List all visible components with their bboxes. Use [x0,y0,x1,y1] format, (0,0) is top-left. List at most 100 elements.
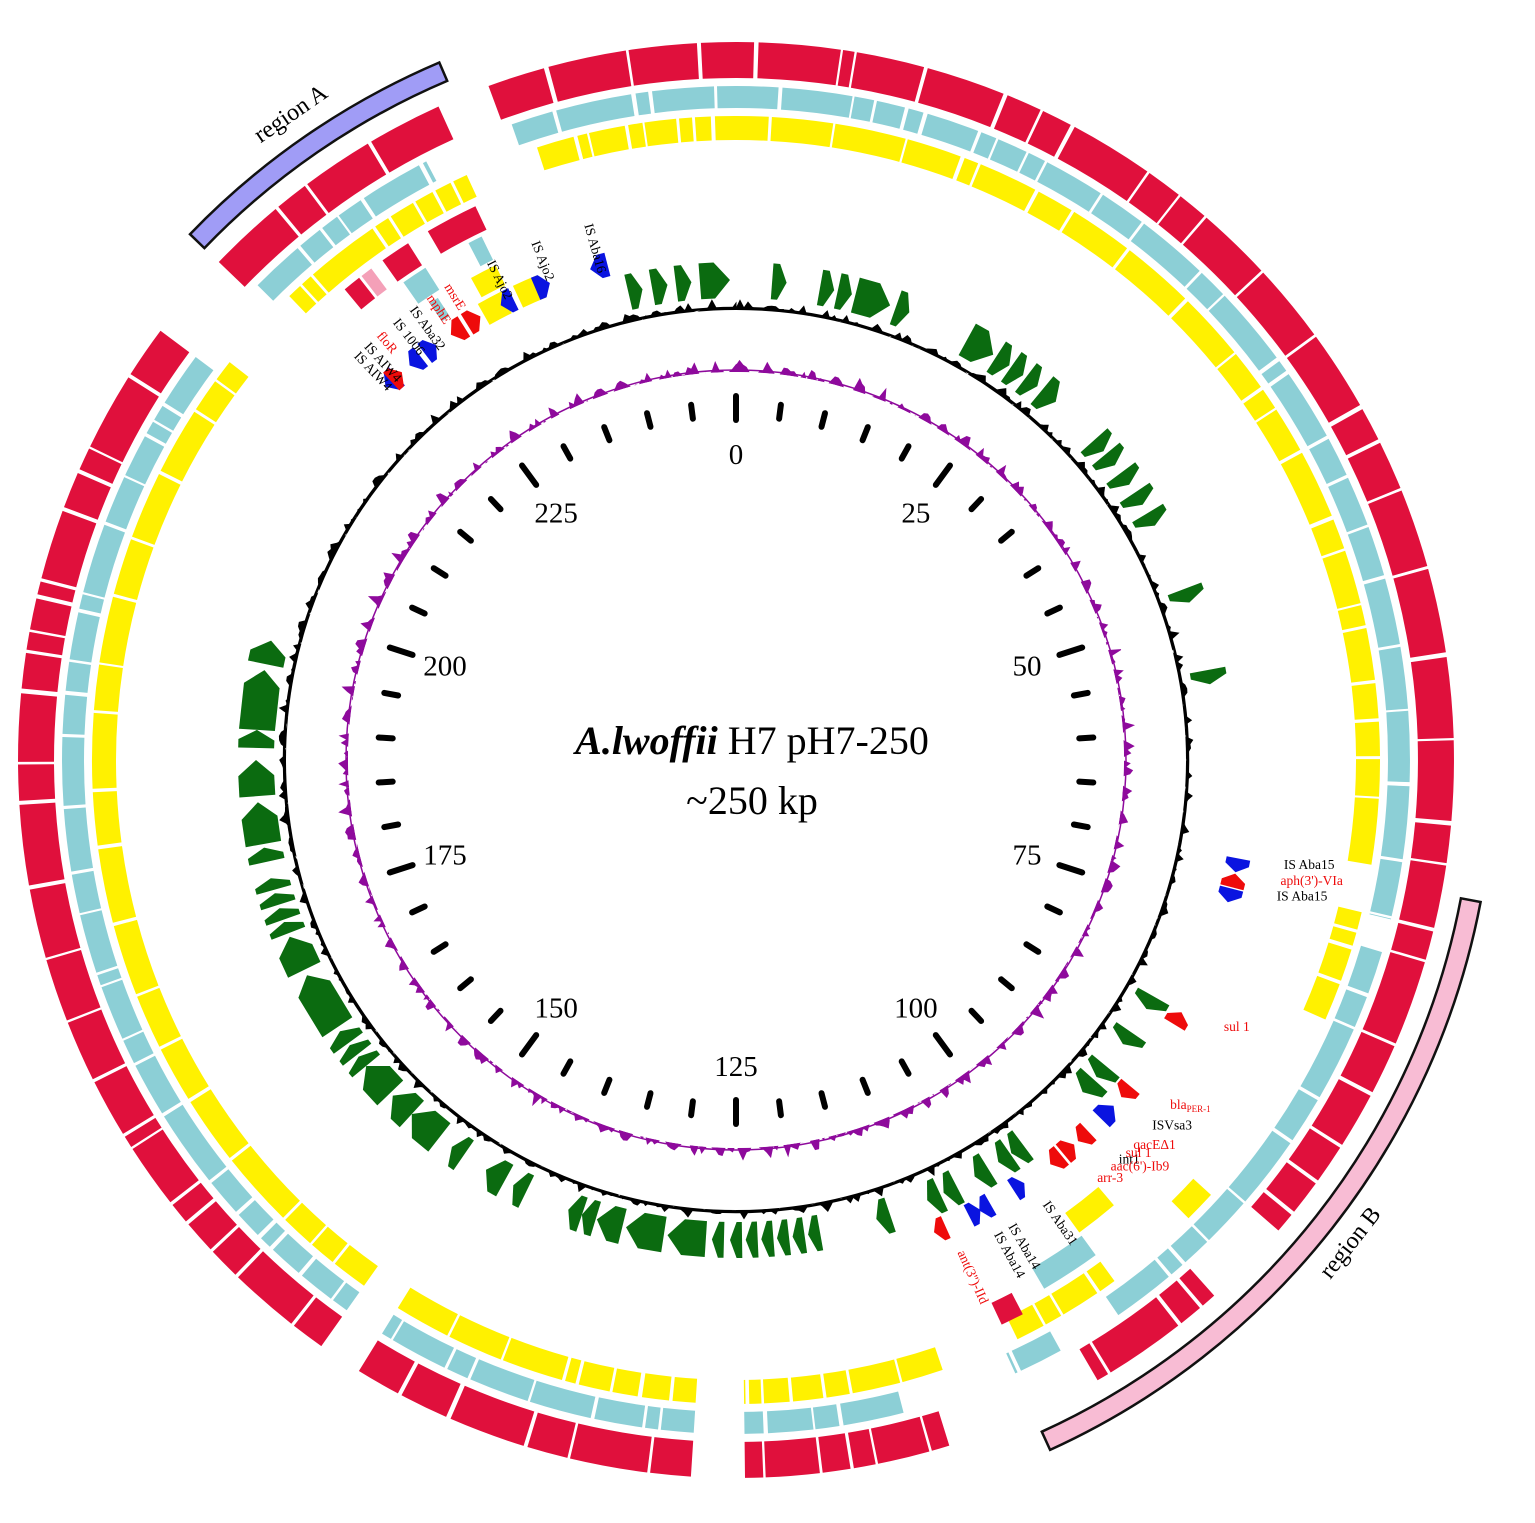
ring-block-inner [99,596,137,666]
ring-block-outer [922,1411,950,1451]
ring-block-inner [1171,301,1235,368]
gene-forward [411,1110,451,1152]
ring-block-middle [1091,194,1142,240]
ring-fragment [468,236,493,267]
ring-block-middle [1380,785,1410,860]
resistance-gene-arrow [934,1216,951,1241]
ring-block-middle [83,524,125,598]
ring-block-inner [896,1347,943,1383]
gene-forward [581,1200,601,1237]
ring-block-inner [1171,1178,1211,1219]
gene-forward [761,1220,775,1257]
ring-block-middle [470,1359,535,1401]
ring-block-outer [570,1423,652,1473]
ring-block-inner [1086,1261,1115,1292]
ring-block-middle [645,1406,661,1430]
ring-block-outer [79,448,122,484]
ring-block-outer [818,1433,851,1473]
ring-block-middle [71,870,102,914]
ring-block-inner [302,276,327,302]
ring-block-inner [1355,759,1381,797]
ring-block-middle [1170,1226,1208,1263]
gene-forward [238,729,275,749]
ring-block-inner [578,1361,615,1392]
annotation-label: arr-3 [1097,1170,1123,1185]
ring-block-outer [1347,442,1401,502]
kb-tick [409,903,428,916]
insertion-sequence-arrow [408,347,429,370]
ring-block-middle [594,1397,646,1428]
kb-tick [818,410,828,430]
ring-block-inner [289,286,317,314]
ring-block-inner [1337,605,1366,631]
kb-tick [859,1076,871,1096]
ring-block-outer [401,1363,461,1417]
gene-forward [596,1206,627,1244]
ring-block-outer [1393,568,1446,658]
gene-forward [730,1222,743,1258]
ring-block-outer [26,631,65,656]
ring-block-middle [301,1258,345,1299]
insertion-sequence-arrow [417,340,437,363]
ring-fragment [344,277,376,310]
kb-tick [1044,903,1063,916]
ring-block-outer [1251,1192,1292,1231]
ring-block-outer [307,143,387,213]
ring-block-outer [41,510,97,588]
ring-block-inner [312,228,386,293]
ring-block-outer [548,50,632,102]
ring-block-inner [679,117,694,143]
ring-block-outer [650,1437,694,1477]
center-title-size: ~250 kp [686,778,818,823]
gene-forward [238,760,276,798]
ring-block-inner [823,1370,850,1398]
gene-forward [958,323,994,362]
ring-block-outer [1079,1343,1109,1381]
ring-block-inner [160,411,215,482]
ring-block-inner [1329,926,1357,946]
gene-forward [808,1214,824,1252]
gene-forward [667,1219,707,1257]
gene-forward [269,921,306,940]
gene-forward [568,1195,588,1232]
gene-forward [1000,352,1028,386]
ring-block-outer [1340,1031,1395,1093]
kb-tick [898,1058,912,1077]
resistance-gene-arrow [1075,1122,1097,1145]
ring-block-outer [1128,173,1179,224]
ring-block-outer [1415,740,1454,821]
gene-forward [298,975,353,1038]
insertion-sequence-arrow [530,275,550,300]
annotation-label: ant(3'')-IId [955,1248,992,1307]
ring-block-outer [1331,409,1379,456]
kb-tick [1023,941,1042,955]
ring-block-inner [1351,683,1379,720]
ring-block-inner [312,1226,348,1262]
ring-block-middle [211,1169,253,1212]
ring-block-middle [65,661,91,693]
ring-block-middle [272,1233,313,1273]
ring-block-inner [216,362,249,394]
ring-block-middle [511,111,559,146]
gene-forward [362,1066,404,1106]
ring-block-middle [1186,272,1224,310]
gene-forward [792,1217,808,1254]
kb-tick [381,689,402,699]
ring-block-inner [160,1038,209,1099]
ring-fragment [361,268,387,297]
insertion-sequence-arrow [1218,885,1244,903]
kb-tick [381,821,402,831]
ring-block-middle [1386,710,1410,783]
gene-forward [390,1092,424,1128]
ring-block-middle [1378,646,1408,711]
ring-block-middle [447,1349,477,1379]
ring-block-middle [300,229,334,263]
ring-block-inner [285,1202,326,1244]
ring-block-middle [1011,1331,1061,1371]
ring-block-outer [918,68,1004,128]
ring-block-middle [63,807,93,872]
ring-block-middle [903,108,924,134]
ring-block-outer [1391,922,1434,960]
ring-block-middle [363,165,430,217]
ring-block-inner [113,539,154,600]
